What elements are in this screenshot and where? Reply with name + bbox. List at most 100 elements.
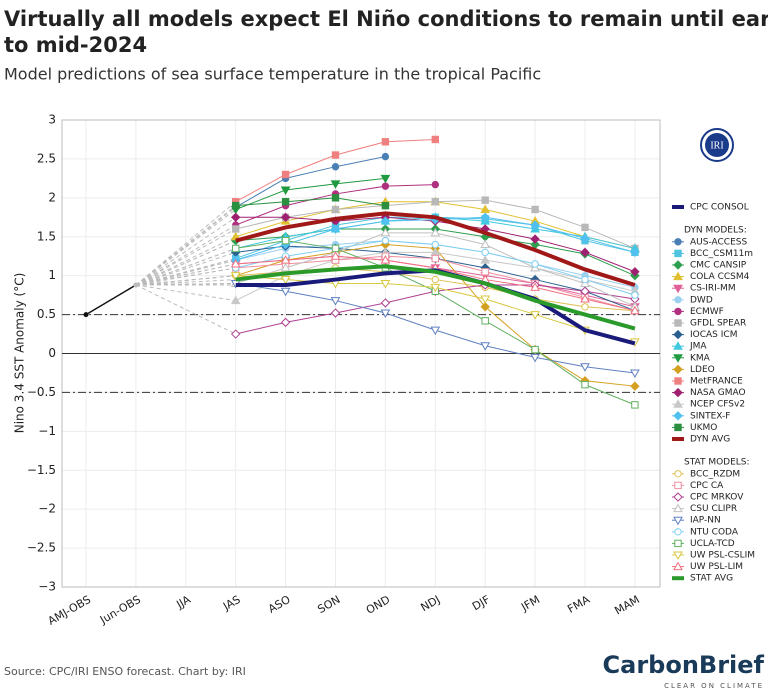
marker <box>430 326 441 336</box>
connector <box>135 275 236 286</box>
marker <box>330 224 341 234</box>
connector <box>135 267 236 286</box>
marker <box>380 227 391 237</box>
series-line <box>235 156 386 208</box>
x-tick-label: AMJ-OBS <box>46 593 93 628</box>
marker <box>431 240 439 249</box>
marker <box>431 254 440 263</box>
legend-label: UCLA-TCD <box>690 539 735 549</box>
marker <box>673 271 683 281</box>
marker <box>280 287 291 297</box>
marker <box>673 551 683 561</box>
marker <box>481 248 489 257</box>
marker <box>673 516 683 526</box>
marker <box>481 268 489 276</box>
connector <box>135 216 236 286</box>
marker <box>673 411 683 421</box>
legend-label: KMA <box>690 353 711 363</box>
connector <box>135 240 236 286</box>
y-tick-label: 0 <box>48 346 56 360</box>
marker <box>673 354 683 363</box>
y-tick-label: 2 <box>48 190 56 204</box>
marker <box>281 236 290 245</box>
marker <box>381 138 390 146</box>
marker <box>674 539 682 548</box>
marker <box>380 216 391 226</box>
marker <box>381 201 390 210</box>
legend-label: NCEP CFSv2 <box>690 400 745 410</box>
connector <box>135 201 237 286</box>
obs-point <box>83 312 89 318</box>
legend-item: UCLA-TCD <box>672 539 735 549</box>
legend-label: CPC CA <box>690 481 724 491</box>
marker <box>530 282 540 291</box>
legend-item: STAT AVG <box>672 574 733 584</box>
y-tick-label: −2 <box>38 502 56 516</box>
connector <box>135 282 236 286</box>
legend-label: UW PSL-LIM <box>690 562 743 572</box>
legend-item: DWD <box>672 295 713 305</box>
legend-item: BCC_CSM11m <box>672 249 753 259</box>
marker <box>674 377 682 385</box>
marker <box>381 182 390 190</box>
marker <box>581 223 589 232</box>
y-tick-label: −1.5 <box>27 463 56 477</box>
legend-label: IOCAS ICM <box>690 330 737 340</box>
x-tick-label: JAS <box>220 593 243 614</box>
legend-item: ECMWF <box>672 307 724 317</box>
connector <box>135 251 236 286</box>
marker <box>230 295 241 305</box>
marker <box>230 272 241 281</box>
legend-item: NCEP CFSv2 <box>672 399 745 410</box>
marker <box>674 296 682 304</box>
marker <box>673 364 683 375</box>
marker <box>480 302 490 312</box>
marker <box>232 244 240 253</box>
x-tick-label: Jun-OBS <box>97 593 143 627</box>
marker <box>674 423 682 432</box>
x-tick-label: SON <box>315 593 342 616</box>
marker <box>531 205 539 214</box>
marker <box>630 267 640 277</box>
x-tick-label: ASO <box>266 593 293 616</box>
marker <box>330 308 341 318</box>
legend-item: CPC CA <box>672 481 724 491</box>
marker <box>281 198 290 206</box>
marker <box>430 227 441 237</box>
marker <box>232 225 240 233</box>
legend-label: NASA GMAO <box>690 388 746 398</box>
logo-text: IRI <box>710 140 723 151</box>
marker <box>480 212 490 222</box>
marker <box>580 363 590 372</box>
y-tick-label: 2.5 <box>37 151 56 165</box>
marker <box>230 258 241 268</box>
marker <box>631 401 639 409</box>
legend-label: NTU CODA <box>690 527 739 537</box>
marker <box>480 342 491 351</box>
y-tick-label: 1.5 <box>37 229 56 243</box>
legend-label: CMC CANSIP <box>690 261 747 271</box>
legend-heading: DYN MODELS: <box>684 226 747 236</box>
x-tick-label: FMA <box>565 593 592 616</box>
marker <box>232 201 240 210</box>
logo: IRI <box>700 128 734 162</box>
marker <box>230 329 241 339</box>
legend-item: UW PSL-LIM <box>672 561 743 572</box>
marker <box>531 345 539 354</box>
marker <box>580 294 590 303</box>
marker <box>380 255 391 264</box>
legend-label: DWD <box>690 295 713 305</box>
y-tick-label: −0.5 <box>27 385 56 399</box>
marker <box>331 163 340 171</box>
marker <box>673 503 683 513</box>
marker <box>481 196 489 204</box>
x-tick-label: DJF <box>470 593 492 613</box>
legend-label: GFDL SPEAR <box>690 319 746 329</box>
marker <box>330 297 341 306</box>
y-tick-label: 0.5 <box>37 307 56 321</box>
marker <box>580 247 590 258</box>
marker <box>630 381 640 391</box>
x-tick-label: JJA <box>173 593 193 612</box>
marker <box>580 233 590 244</box>
